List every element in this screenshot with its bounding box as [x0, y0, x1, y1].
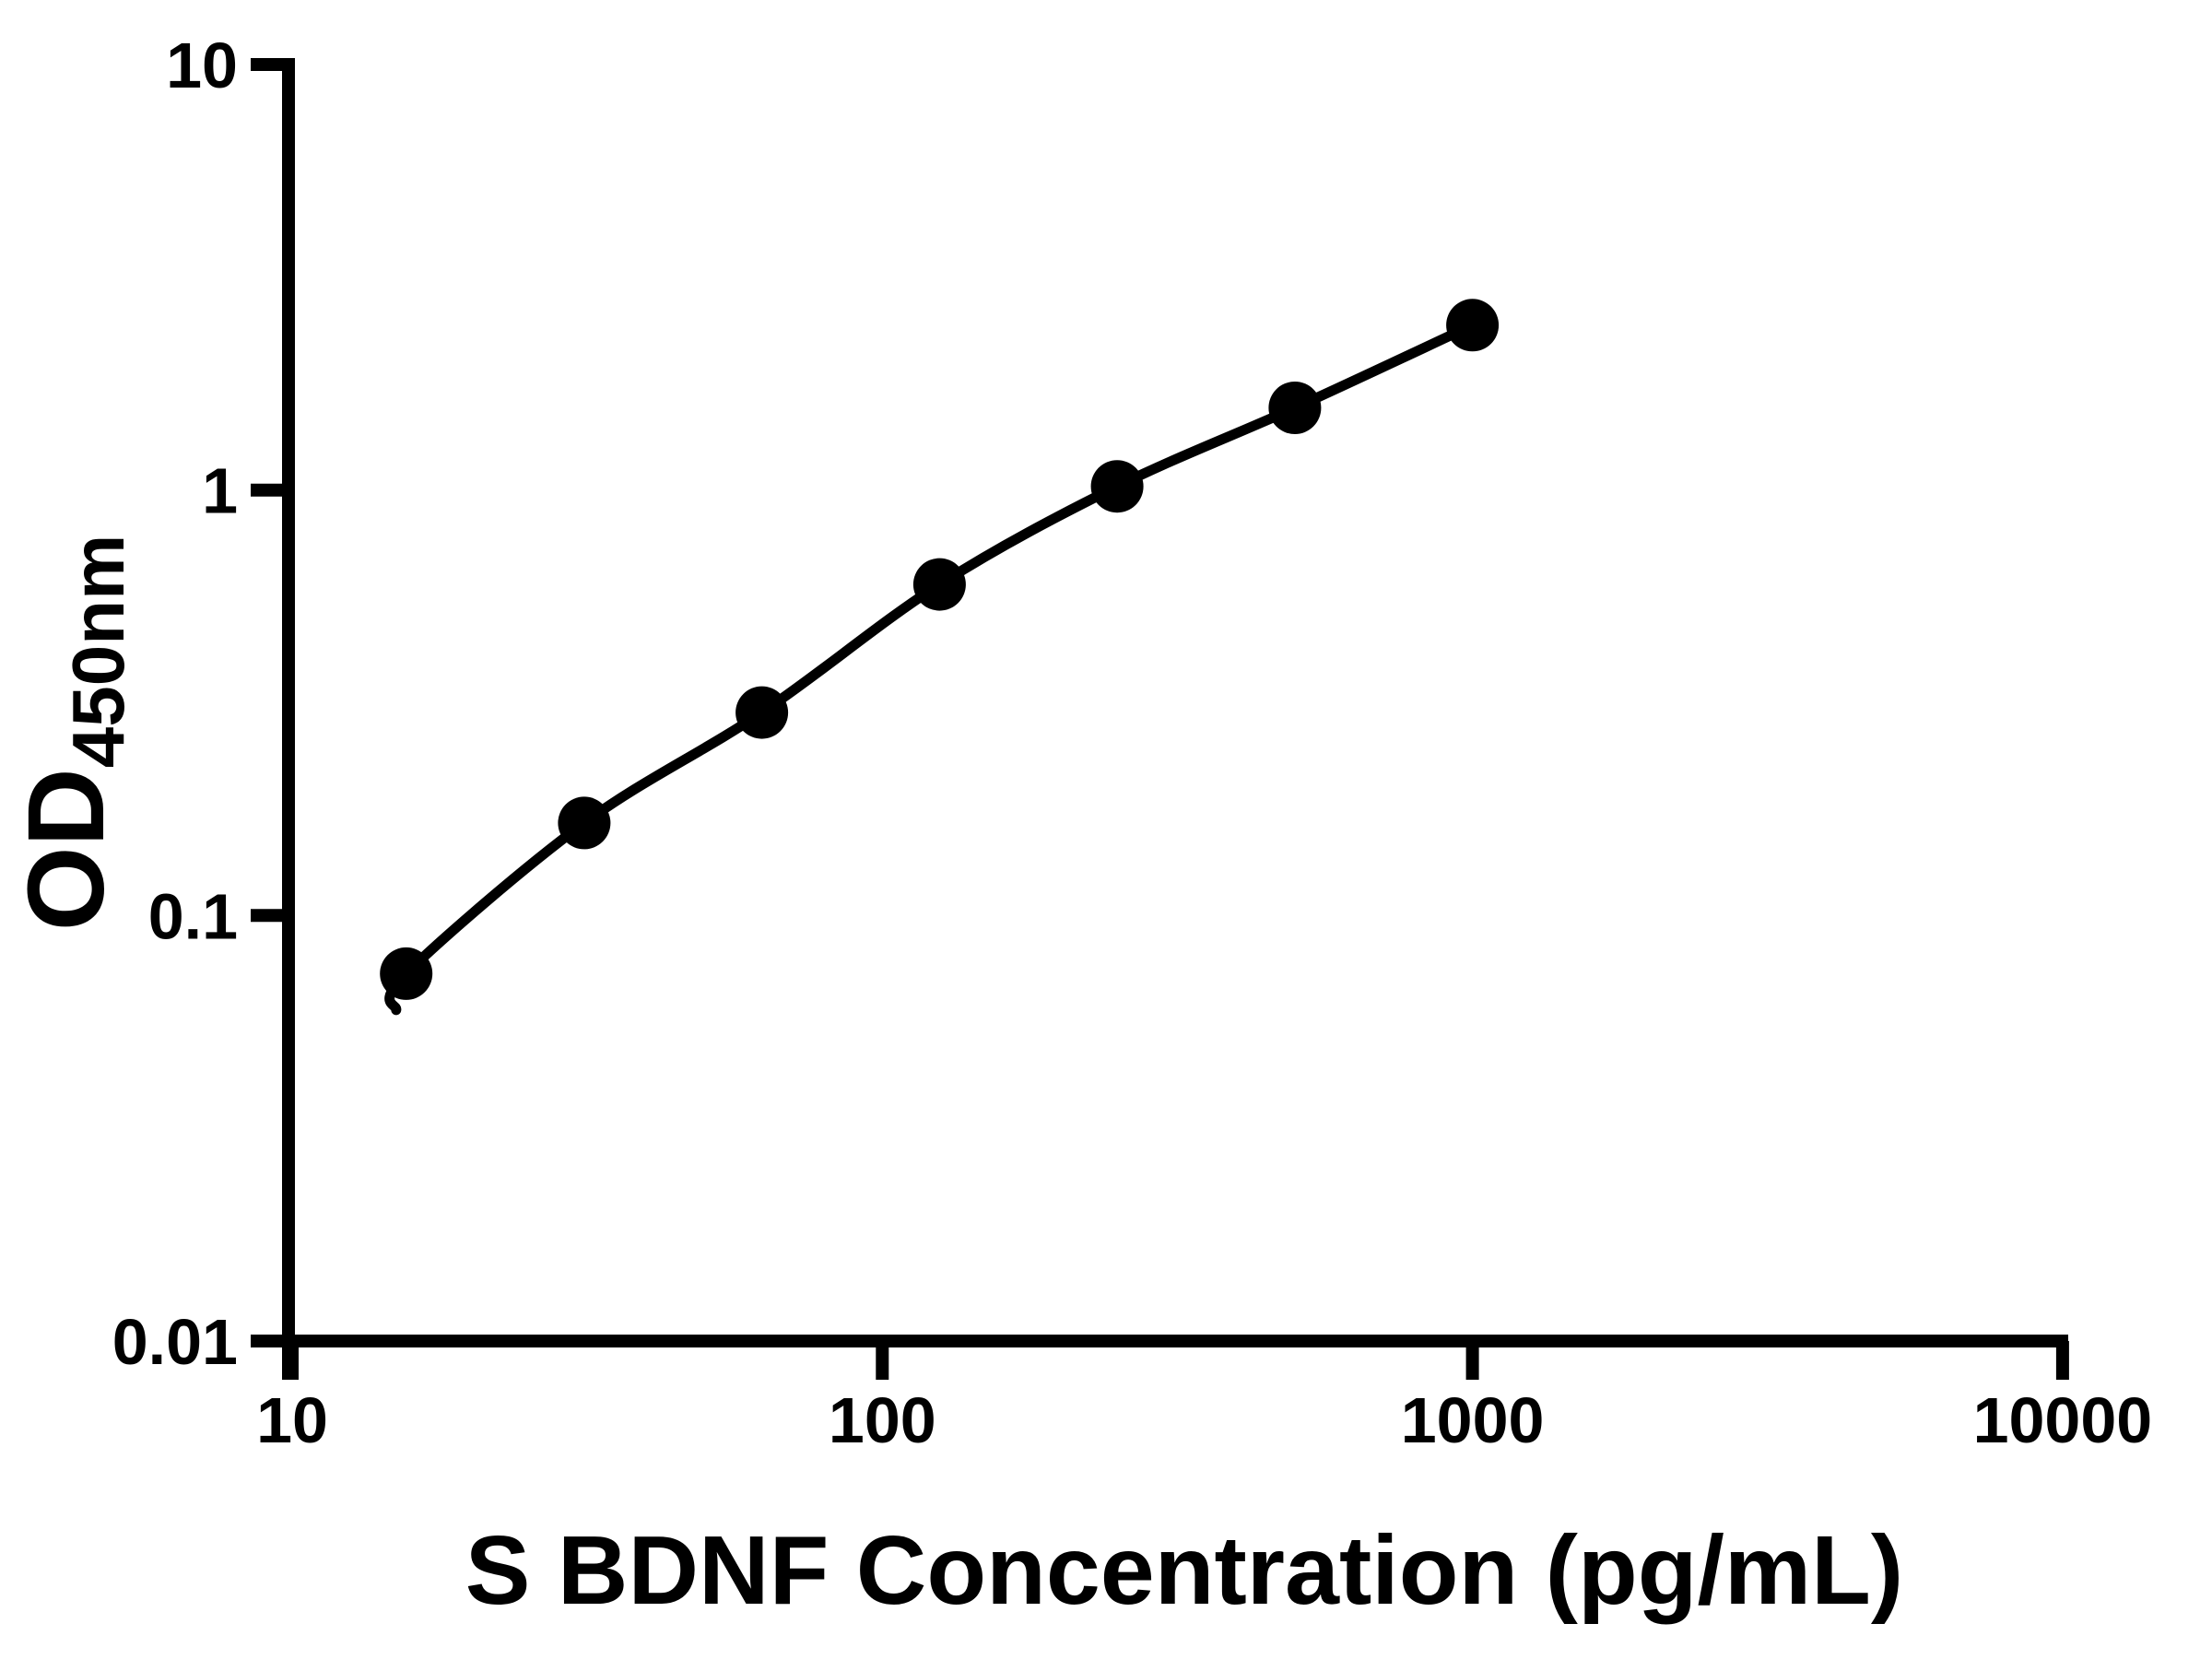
- x-tick-label: 10000: [1973, 1384, 2153, 1456]
- x-tick-label: 100: [829, 1384, 936, 1456]
- y-axis-title-subscript: 450nm: [57, 535, 139, 768]
- data-point: [558, 796, 611, 850]
- data-point: [380, 947, 433, 1000]
- y-tick-label: 10: [166, 29, 238, 101]
- x-axis-title: S BDNF Concentration (pg/mL): [465, 1516, 1903, 1625]
- data-point: [1446, 299, 1500, 352]
- y-axis-title-main: OD: [6, 768, 127, 931]
- x-axis-ticks: 10 100 1000 10000: [256, 1341, 2152, 1456]
- data-point: [912, 558, 966, 611]
- x-tick-label: 10: [256, 1384, 328, 1456]
- data-point: [1268, 382, 1322, 434]
- y-tick-label: 0.01: [112, 1306, 238, 1378]
- data-point: [1090, 460, 1144, 513]
- x-tick-label: 1000: [1401, 1384, 1545, 1456]
- y-axis-title: OD450nm: [6, 535, 139, 931]
- data-series: [380, 299, 1500, 1016]
- data-point: [735, 686, 789, 739]
- y-axis-ticks: 10 1 0.1 0.01: [112, 29, 288, 1378]
- y-tick-label: 1: [202, 455, 238, 527]
- y-tick-label: 0.1: [148, 880, 238, 952]
- axes: [282, 58, 2068, 1380]
